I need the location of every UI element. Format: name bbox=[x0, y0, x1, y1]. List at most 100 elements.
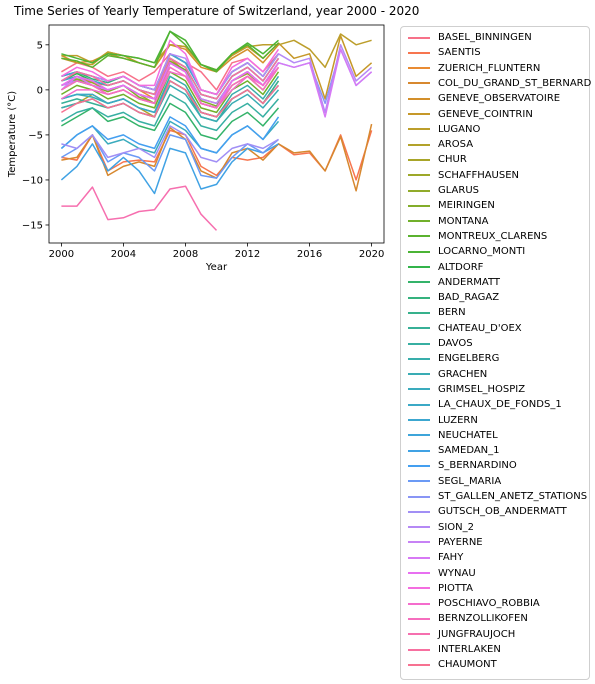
legend-label: AROSA bbox=[438, 139, 474, 151]
legend-label: POSCHIAVO_ROBBIA bbox=[438, 598, 540, 610]
legend-label: GRIMSEL_HOSPIZ bbox=[438, 383, 526, 395]
legend-swatch bbox=[408, 403, 430, 406]
legend-label: WYNAU bbox=[438, 567, 476, 579]
legend-swatch bbox=[408, 495, 430, 498]
legend-label: SAMEDAN_1 bbox=[438, 445, 500, 457]
legend-label: MONTANA bbox=[438, 215, 489, 227]
legend-swatch bbox=[408, 617, 430, 620]
legend-item: AROSA bbox=[401, 137, 473, 152]
legend-label: FAHY bbox=[438, 552, 464, 564]
legend-item: PIOTTA bbox=[401, 581, 473, 596]
legend-item: BAD_RAGAZ bbox=[401, 290, 499, 305]
legend-item: SAMEDAN_1 bbox=[401, 443, 500, 458]
legend-label: ST_GALLEN_ANETZ_STATIONS bbox=[438, 491, 588, 502]
legend-item: ZUERICH_FLUNTERN bbox=[401, 61, 540, 76]
series-line-jungfraujoch bbox=[61, 185, 218, 231]
series-line-lugano bbox=[61, 33, 372, 71]
legend-swatch bbox=[408, 434, 430, 437]
legend-label: LOCARNO_MONTI bbox=[438, 246, 526, 258]
legend-label: SCHAFFHAUSEN bbox=[438, 169, 520, 181]
x-axis-label: Year bbox=[205, 262, 228, 273]
legend-swatch bbox=[408, 189, 430, 192]
legend-item: JUNGFRAUJOCH bbox=[401, 627, 515, 642]
legend-swatch bbox=[408, 82, 430, 85]
legend-label: CHUR bbox=[438, 154, 467, 166]
legend-item: MEIRINGEN bbox=[401, 198, 495, 213]
legend-item: SAENTIS bbox=[401, 45, 481, 60]
y-tick-label: −5 bbox=[28, 130, 43, 141]
legend-label: BERNZOLLIKOFEN bbox=[438, 613, 528, 625]
legend-swatch bbox=[408, 602, 430, 605]
series-line-gutsch-ob-andermatt bbox=[61, 125, 279, 163]
legend-swatch bbox=[408, 266, 430, 268]
series-line-andermatt bbox=[61, 102, 280, 141]
legend-label: PAYERNE bbox=[438, 536, 483, 548]
legend: BASEL_BINNINGEN SAENTIS ZUERICH_FLUNTERN CO… bbox=[400, 26, 592, 680]
legend-item: GENEVE_OBSERVATOIRE bbox=[401, 91, 560, 106]
series-lines bbox=[60, 30, 373, 231]
legend-label: ZUERICH_FLUNTERN bbox=[438, 62, 541, 74]
legend-swatch bbox=[408, 357, 430, 360]
legend-swatch bbox=[408, 296, 430, 299]
legend-label: INTERLAKEN bbox=[438, 644, 501, 655]
x-tick-label: 2012 bbox=[235, 249, 260, 260]
legend-item: LUZERN bbox=[401, 413, 478, 428]
legend-swatch bbox=[408, 67, 430, 70]
legend-swatch bbox=[408, 587, 430, 590]
legend-label: BASEL_BINNINGEN bbox=[438, 32, 532, 43]
legend-swatch bbox=[408, 250, 430, 253]
series-line-chaumont bbox=[61, 80, 280, 118]
legend-label: LA_CHAUX_DE_FONDS_1 bbox=[438, 399, 562, 411]
legend-swatch bbox=[408, 373, 430, 376]
legend-label: GENEVE_OBSERVATOIRE bbox=[438, 93, 561, 105]
legend-swatch bbox=[408, 464, 430, 467]
y-tick-label: 0 bbox=[37, 85, 43, 96]
legend-swatch bbox=[408, 648, 430, 651]
legend-item: MONTREUX_CLARENS bbox=[401, 229, 547, 244]
legend-swatch bbox=[408, 572, 430, 574]
legend-item: DAVOS bbox=[401, 336, 473, 351]
y-tick-label: −15 bbox=[22, 220, 43, 231]
legend-swatch bbox=[408, 174, 430, 177]
series-line-montreux-clarens bbox=[61, 30, 280, 73]
legend-label: ENGELBERG bbox=[438, 353, 500, 365]
series-line-engelberg bbox=[61, 75, 280, 118]
legend-item: SION_2 bbox=[401, 520, 474, 535]
legend-item: FAHY bbox=[401, 550, 463, 565]
legend-swatch bbox=[408, 36, 430, 39]
legend-label: LUZERN bbox=[438, 414, 478, 426]
x-tick-label: 2008 bbox=[173, 249, 198, 260]
legend-label: SEGL_MARIA bbox=[438, 475, 502, 487]
legend-label: BAD_RAGAZ bbox=[438, 292, 500, 304]
legend-item: ENGELBERG bbox=[401, 351, 499, 366]
y-axis-label: Temperature (°C) bbox=[7, 91, 18, 178]
legend-label: COL_DU_GRAND_ST_BERNARD bbox=[438, 77, 592, 89]
legend-swatch bbox=[408, 311, 430, 314]
legend-swatch bbox=[408, 204, 430, 207]
legend-label: MEIRINGEN bbox=[438, 200, 495, 212]
legend-item: NEUCHATEL bbox=[401, 428, 498, 443]
legend-label: ANDERMATT bbox=[438, 276, 501, 288]
legend-item: S_BERNARDINO bbox=[401, 458, 517, 473]
series-line-wynau bbox=[61, 62, 280, 109]
chart-title: Time Series of Yearly Temperature of Swi… bbox=[14, 4, 420, 18]
legend-item: BASEL_BINNINGEN bbox=[401, 30, 532, 45]
legend-item: POSCHIAVO_ROBBIA bbox=[401, 596, 540, 611]
axis-ticks: 2000 2004 2008 2012 2016 2020 5 0 −5 −10 −15 bbox=[22, 40, 384, 260]
legend-swatch bbox=[408, 510, 430, 513]
legend-swatch bbox=[408, 633, 430, 636]
legend-label: GUTSCH_OB_ANDERMATT bbox=[438, 506, 567, 518]
legend-item: ALTDORF bbox=[401, 260, 483, 275]
legend-item: GRACHEN bbox=[401, 367, 487, 382]
plot-frame bbox=[48, 24, 385, 244]
series-line-saentis bbox=[61, 129, 373, 181]
legend-label: GRACHEN bbox=[438, 368, 488, 380]
series-line-s-bernardino bbox=[60, 116, 280, 154]
legend-swatch bbox=[408, 327, 430, 330]
legend-label: ALTDORF bbox=[438, 261, 484, 273]
legend-swatch bbox=[408, 541, 430, 544]
series-line-poschiavo-robbia bbox=[61, 66, 280, 109]
legend-item: CHUR bbox=[401, 152, 467, 167]
y-tick-label: −10 bbox=[22, 175, 43, 186]
